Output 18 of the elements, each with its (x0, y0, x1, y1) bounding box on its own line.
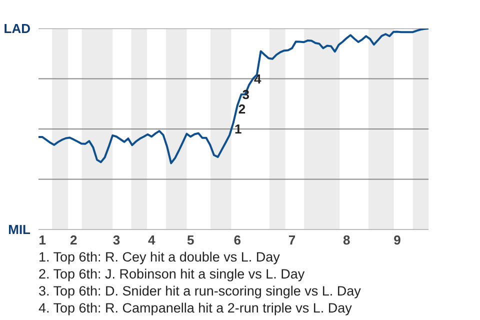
annotation: 1 (234, 122, 242, 136)
x-tick-label: 4 (148, 232, 156, 248)
x-tick-label: 9 (394, 232, 401, 248)
x-tick-label: 2 (70, 232, 78, 248)
x-tick-label: 8 (342, 232, 350, 248)
text: 3. Top 6th: D. Snider hit a run-scoring single vs L. Day (38, 284, 362, 298)
text: 1. Top 6th: R. Cey hit a double vs L. Day (38, 250, 280, 264)
annotation: 2 (238, 101, 246, 116)
annotation: 4 (254, 71, 262, 86)
text: MIL (8, 222, 31, 237)
x-tick-label: 6 (234, 232, 242, 248)
x-tick-label: 5 (186, 232, 194, 248)
x-tick-label: 7 (288, 232, 296, 248)
text: 2. Top 6th: J. Robinson hit a single vs L. Day (38, 266, 305, 282)
x-tick-label: 1 (38, 232, 46, 248)
text: LAD (4, 21, 30, 36)
x-tick-label: 3 (112, 232, 120, 248)
text: 4. Top 6th: R. Campanella hit a 2-run triple vs L. Day (38, 300, 352, 316)
